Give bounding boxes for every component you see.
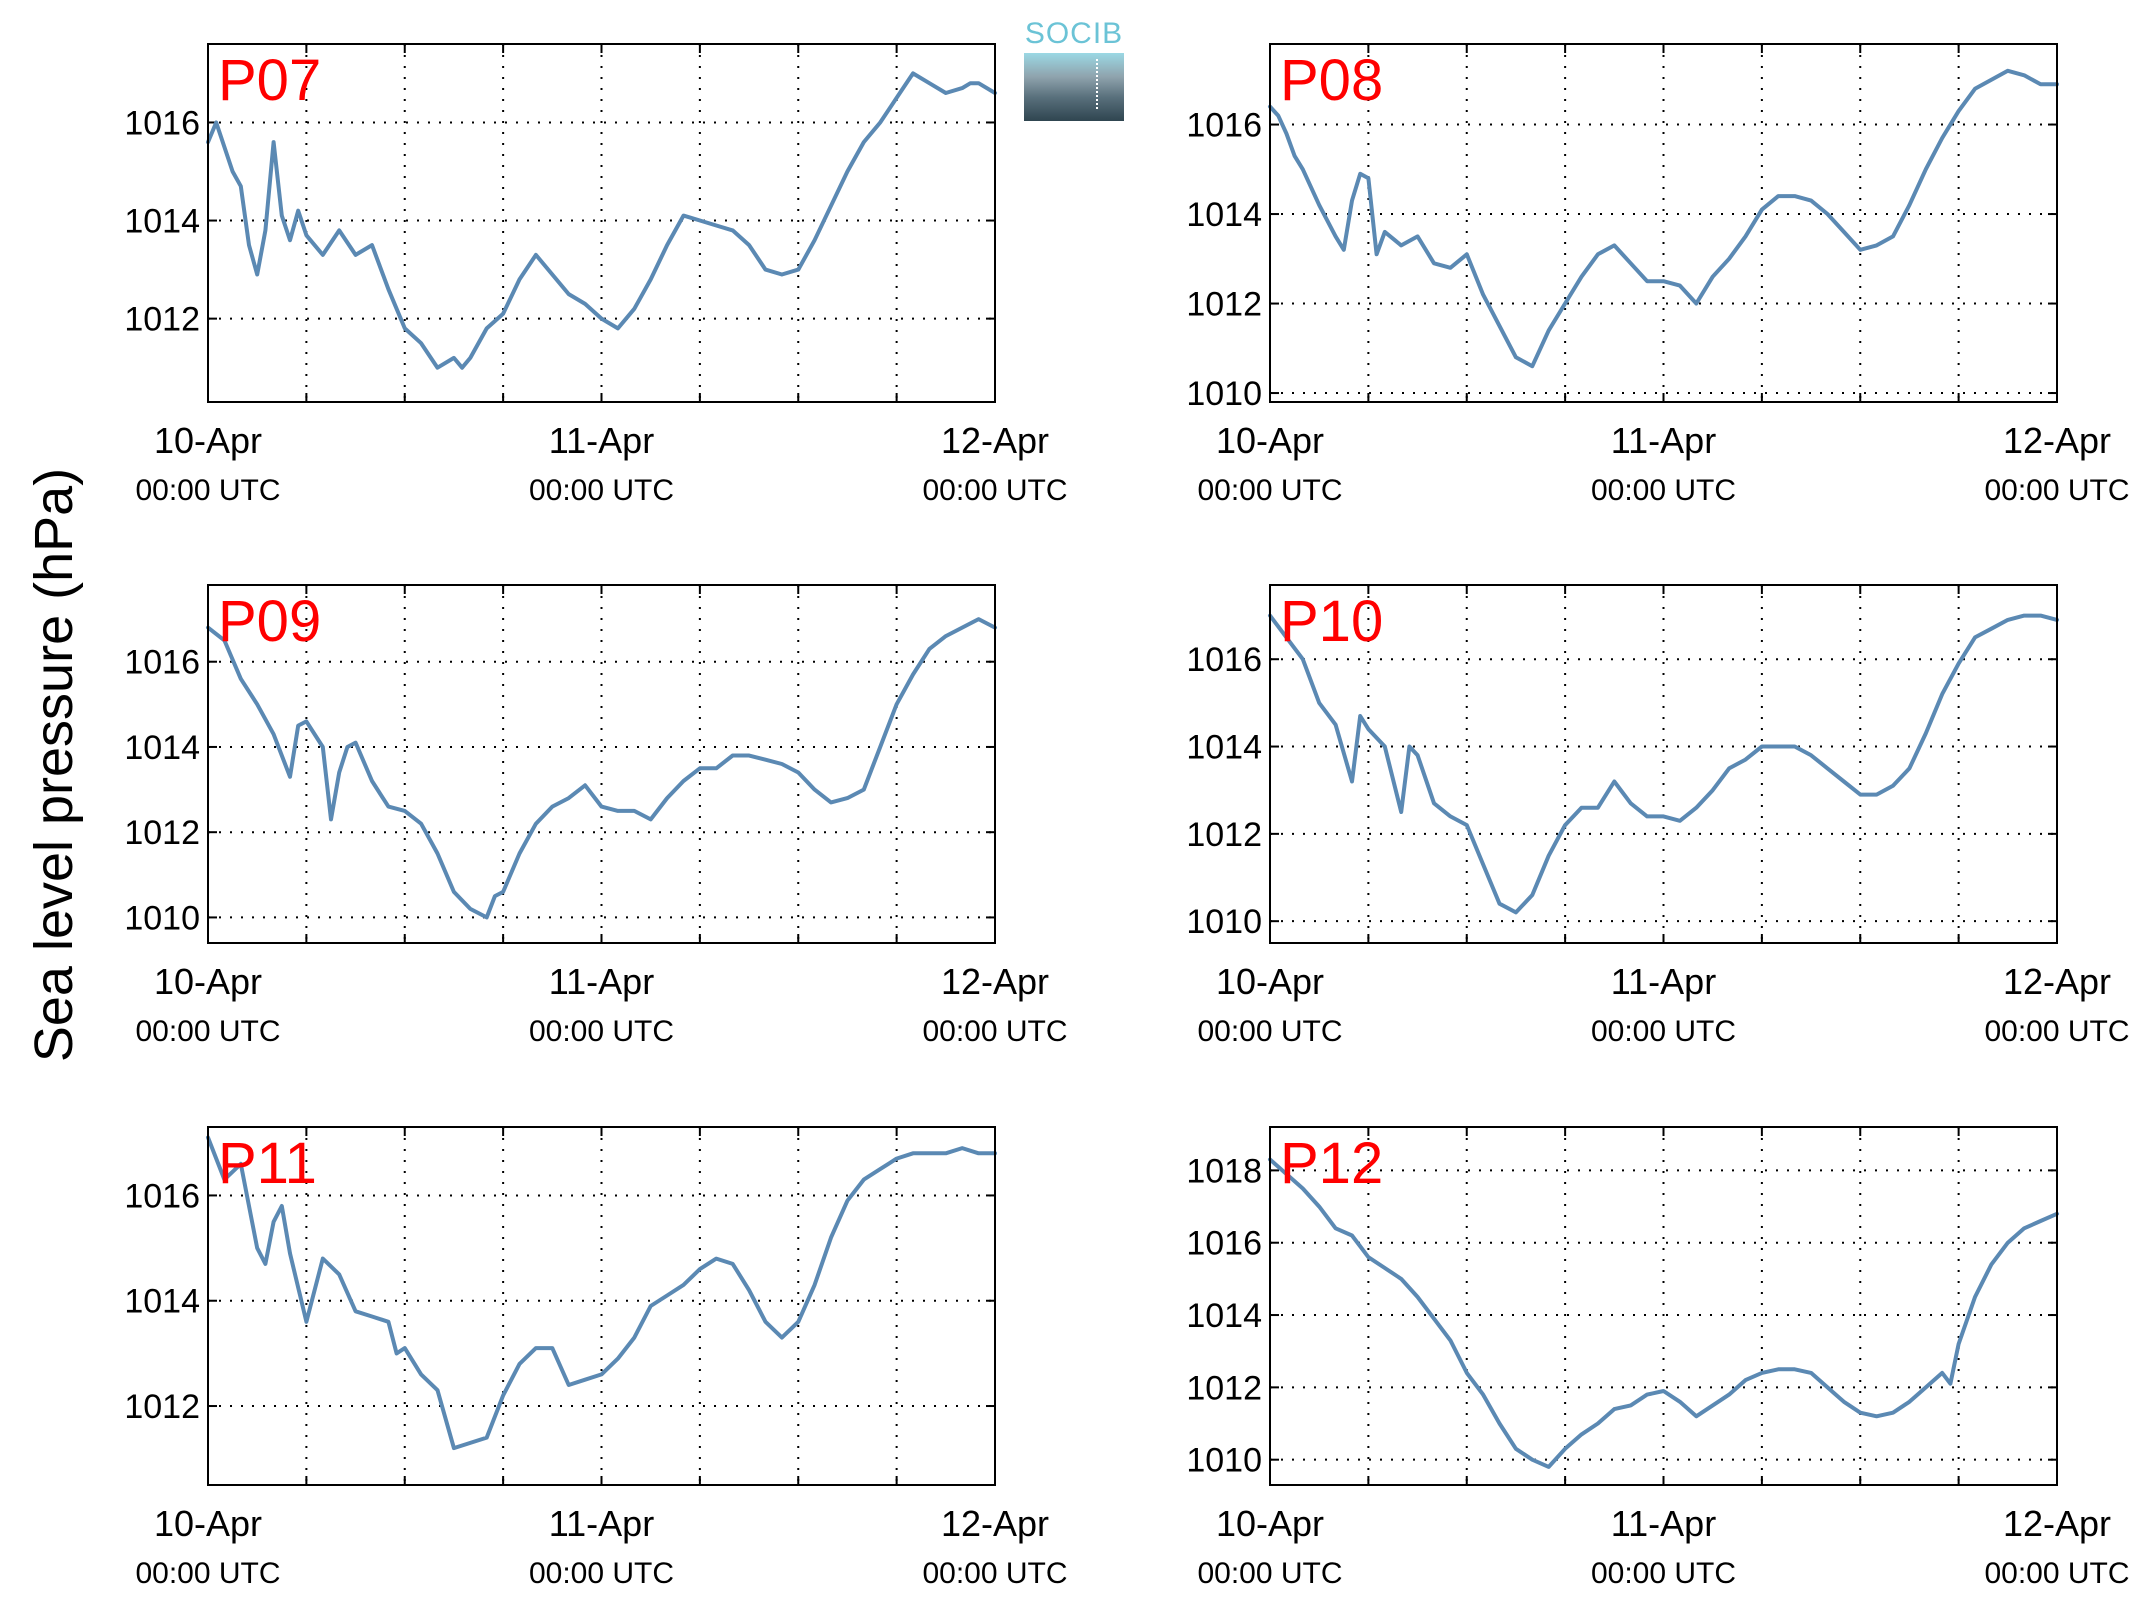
- x-tick-label-date: 12-Apr: [2003, 1503, 2111, 1544]
- x-tick-label-date: 11-Apr: [549, 1503, 654, 1544]
- axes-frame: [1269, 584, 2058, 944]
- logo-bar: [1096, 59, 1098, 109]
- x-tick-label-date: 11-Apr: [1611, 961, 1716, 1002]
- x-tick-label-time: 00:00 UTC: [922, 474, 1067, 507]
- series-line: [1268, 1157, 2059, 1469]
- x-tick-label-date: 11-Apr: [549, 420, 654, 461]
- x-tick-label-time: 00:00 UTC: [1591, 1557, 1736, 1590]
- x-tick-label-time: 00:00 UTC: [1984, 1557, 2129, 1590]
- y-tick-label: 1016: [124, 1177, 200, 1215]
- logo-text: SOCIB: [1024, 17, 1124, 50]
- chart-panel-p11: 1012 1014 1016 10-Apr 00:00 UTC 11-Apr 00:00 U…: [124, 1126, 1068, 1590]
- panel-label: P12: [1280, 1131, 1383, 1196]
- panel-label: P07: [218, 48, 321, 113]
- x-tick-label-date: 12-Apr: [941, 1503, 1049, 1544]
- y-tick-label: 1012: [1186, 286, 1262, 324]
- y-tick-label: 1016: [1186, 641, 1262, 679]
- y-tick-label: 1010: [124, 899, 200, 937]
- x-tick-label-time: 00:00 UTC: [135, 474, 280, 507]
- logo-graphic: [1024, 53, 1124, 121]
- panel-label: P08: [1280, 48, 1383, 113]
- x-tick-label-time: 00:00 UTC: [135, 1557, 280, 1590]
- x-tick-label-date: 12-Apr: [941, 961, 1049, 1002]
- x-tick-label-time: 00:00 UTC: [922, 1557, 1067, 1590]
- y-tick-label: 1012: [1186, 816, 1262, 854]
- x-tick-label-date: 12-Apr: [941, 420, 1049, 461]
- axes-frame: [1269, 1126, 2058, 1486]
- x-tick-label-time: 00:00 UTC: [529, 1015, 674, 1048]
- chart-panel-p12: 1010 1012 1014 1016 1018 10-Apr 00:00 UTC 11-Ap…: [1186, 1126, 2130, 1590]
- y-tick-label: 1014: [124, 203, 200, 241]
- y-tick-label: 1014: [1186, 729, 1262, 767]
- y-tick-label: 1016: [1186, 1225, 1262, 1263]
- series-line: [206, 1135, 997, 1451]
- x-tick-label-time: 00:00 UTC: [1591, 474, 1736, 507]
- y-tick-label: 1012: [124, 1388, 200, 1426]
- axes-frame: [207, 1126, 996, 1486]
- x-tick-label-date: 11-Apr: [549, 961, 654, 1002]
- x-tick-label-time: 00:00 UTC: [1591, 1015, 1736, 1048]
- x-tick-label-date: 10-Apr: [154, 420, 262, 461]
- x-tick-label-date: 10-Apr: [1216, 420, 1324, 461]
- axes-frame: [1269, 43, 2058, 403]
- y-tick-label: 1018: [1186, 1152, 1262, 1190]
- y-tick-label: 1014: [1186, 196, 1262, 234]
- x-tick-label-date: 10-Apr: [1216, 1503, 1324, 1544]
- x-tick-label-time: 00:00 UTC: [1197, 474, 1342, 507]
- x-tick-label-time: 00:00 UTC: [135, 1015, 280, 1048]
- x-tick-label-time: 00:00 UTC: [529, 1557, 674, 1590]
- chart-panel-p10: 1010 1012 1014 1016 10-Apr 00:00 UTC 11-Apr 00:…: [1186, 584, 2130, 1048]
- chart-panel-p07: 1012 1014 1016 10-Apr 00:00 UTC 11-Apr 00:00 U…: [124, 43, 1068, 507]
- y-tick-label: 1014: [1186, 1297, 1262, 1335]
- x-tick-label-date: 12-Apr: [2003, 420, 2111, 461]
- x-tick-label-date: 11-Apr: [1611, 1503, 1716, 1544]
- panel-label: P09: [218, 589, 321, 654]
- chart-panel-p08: 1010 1012 1014 1016 10-Apr 00:00 UTC 11-Apr 00:…: [1186, 43, 2130, 507]
- x-tick-label-date: 10-Apr: [1216, 961, 1324, 1002]
- chart-panel-p09: 1010 1012 1014 1016 10-Apr 00:00 UTC 11-Apr 00:…: [124, 584, 1068, 1048]
- y-tick-label: 1012: [124, 301, 200, 339]
- x-tick-label-time: 00:00 UTC: [922, 1015, 1067, 1048]
- panel-label: P10: [1280, 589, 1383, 654]
- x-tick-label-date: 10-Apr: [154, 1503, 262, 1544]
- y-tick-label: 1010: [1186, 375, 1262, 413]
- y-tick-label: 1010: [1186, 1442, 1262, 1480]
- series-line: [1268, 68, 2059, 369]
- series-line: [206, 617, 997, 920]
- x-tick-label-time: 00:00 UTC: [1197, 1557, 1342, 1590]
- y-tick-label: 1016: [124, 104, 200, 142]
- y-tick-label: 1014: [124, 1283, 200, 1321]
- y-tick-label: 1010: [1186, 903, 1262, 941]
- x-tick-label-time: 00:00 UTC: [529, 474, 674, 507]
- panel-label: P11: [218, 1131, 317, 1196]
- x-tick-label-time: 00:00 UTC: [1984, 474, 2129, 507]
- socib-logo: SOCIB: [1024, 17, 1124, 121]
- x-tick-label-date: 10-Apr: [154, 961, 262, 1002]
- x-tick-label-date: 12-Apr: [2003, 961, 2111, 1002]
- axes-frame: [207, 43, 996, 403]
- x-tick-label-time: 00:00 UTC: [1984, 1015, 2129, 1048]
- y-tick-label: 1012: [1186, 1369, 1262, 1407]
- y-tick-label: 1012: [124, 814, 200, 852]
- y-tick-label: 1016: [124, 644, 200, 682]
- axes-frame: [207, 584, 996, 944]
- x-tick-label-time: 00:00 UTC: [1197, 1015, 1342, 1048]
- series-line: [206, 71, 997, 370]
- y-tick-label: 1014: [124, 729, 200, 767]
- x-tick-label-date: 11-Apr: [1611, 420, 1716, 461]
- series-line: [1268, 613, 2059, 915]
- y-tick-label: 1016: [1186, 107, 1262, 145]
